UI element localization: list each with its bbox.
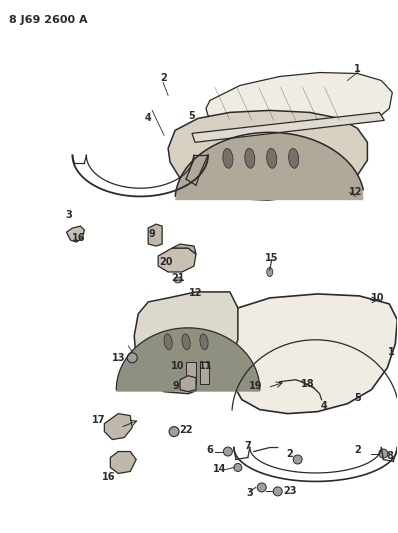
Text: 20: 20 bbox=[159, 257, 173, 267]
Polygon shape bbox=[175, 132, 363, 200]
Ellipse shape bbox=[379, 449, 388, 458]
Polygon shape bbox=[110, 451, 136, 473]
Polygon shape bbox=[180, 376, 196, 392]
Ellipse shape bbox=[234, 464, 242, 472]
FancyBboxPatch shape bbox=[200, 362, 209, 384]
Ellipse shape bbox=[273, 487, 282, 496]
Text: 2: 2 bbox=[354, 445, 361, 455]
Text: 4: 4 bbox=[145, 114, 152, 123]
Ellipse shape bbox=[245, 148, 255, 168]
Polygon shape bbox=[104, 414, 132, 440]
Text: 15: 15 bbox=[265, 253, 279, 263]
Text: 16: 16 bbox=[72, 233, 85, 243]
Text: 4: 4 bbox=[320, 401, 327, 410]
Ellipse shape bbox=[223, 148, 233, 168]
Text: 6: 6 bbox=[207, 445, 213, 455]
Text: 9: 9 bbox=[173, 381, 179, 391]
Ellipse shape bbox=[293, 455, 302, 464]
Text: 2: 2 bbox=[286, 448, 293, 458]
Polygon shape bbox=[116, 328, 260, 392]
Text: 1: 1 bbox=[354, 63, 361, 74]
Text: 7: 7 bbox=[244, 441, 251, 450]
Ellipse shape bbox=[257, 483, 266, 492]
Text: 12: 12 bbox=[189, 288, 203, 298]
Text: 12: 12 bbox=[349, 187, 362, 197]
Text: 14: 14 bbox=[213, 464, 227, 474]
Polygon shape bbox=[158, 248, 196, 272]
Polygon shape bbox=[172, 244, 196, 254]
Ellipse shape bbox=[164, 334, 172, 350]
Text: 3: 3 bbox=[65, 210, 72, 220]
Ellipse shape bbox=[169, 426, 179, 437]
Ellipse shape bbox=[223, 447, 232, 456]
Text: 8 J69 2600 A: 8 J69 2600 A bbox=[9, 15, 87, 25]
Text: 8: 8 bbox=[386, 450, 393, 461]
Text: 2: 2 bbox=[160, 74, 166, 84]
Text: 11: 11 bbox=[199, 361, 213, 371]
Text: 3: 3 bbox=[246, 488, 253, 498]
Ellipse shape bbox=[182, 334, 190, 350]
Polygon shape bbox=[168, 110, 367, 200]
Text: 16: 16 bbox=[101, 472, 115, 482]
Text: 13: 13 bbox=[111, 353, 125, 363]
Polygon shape bbox=[232, 294, 397, 414]
Text: 5: 5 bbox=[189, 111, 195, 122]
Text: 10: 10 bbox=[371, 293, 384, 303]
Ellipse shape bbox=[200, 334, 208, 350]
Text: 9: 9 bbox=[149, 229, 156, 239]
Text: 19: 19 bbox=[249, 381, 263, 391]
Polygon shape bbox=[148, 224, 162, 246]
Polygon shape bbox=[66, 226, 84, 242]
Text: 22: 22 bbox=[179, 425, 193, 434]
Text: 17: 17 bbox=[92, 415, 105, 425]
Polygon shape bbox=[134, 292, 238, 394]
Text: 18: 18 bbox=[301, 378, 314, 389]
Text: 5: 5 bbox=[354, 393, 361, 402]
Ellipse shape bbox=[127, 353, 137, 363]
Polygon shape bbox=[192, 112, 384, 142]
Text: 23: 23 bbox=[283, 487, 297, 496]
Text: 21: 21 bbox=[171, 273, 185, 283]
Polygon shape bbox=[206, 72, 392, 126]
Ellipse shape bbox=[174, 277, 182, 283]
Ellipse shape bbox=[267, 148, 277, 168]
FancyBboxPatch shape bbox=[186, 362, 196, 384]
Ellipse shape bbox=[289, 148, 299, 168]
Text: 1: 1 bbox=[388, 347, 395, 357]
Text: 10: 10 bbox=[171, 361, 185, 371]
Ellipse shape bbox=[267, 268, 273, 277]
